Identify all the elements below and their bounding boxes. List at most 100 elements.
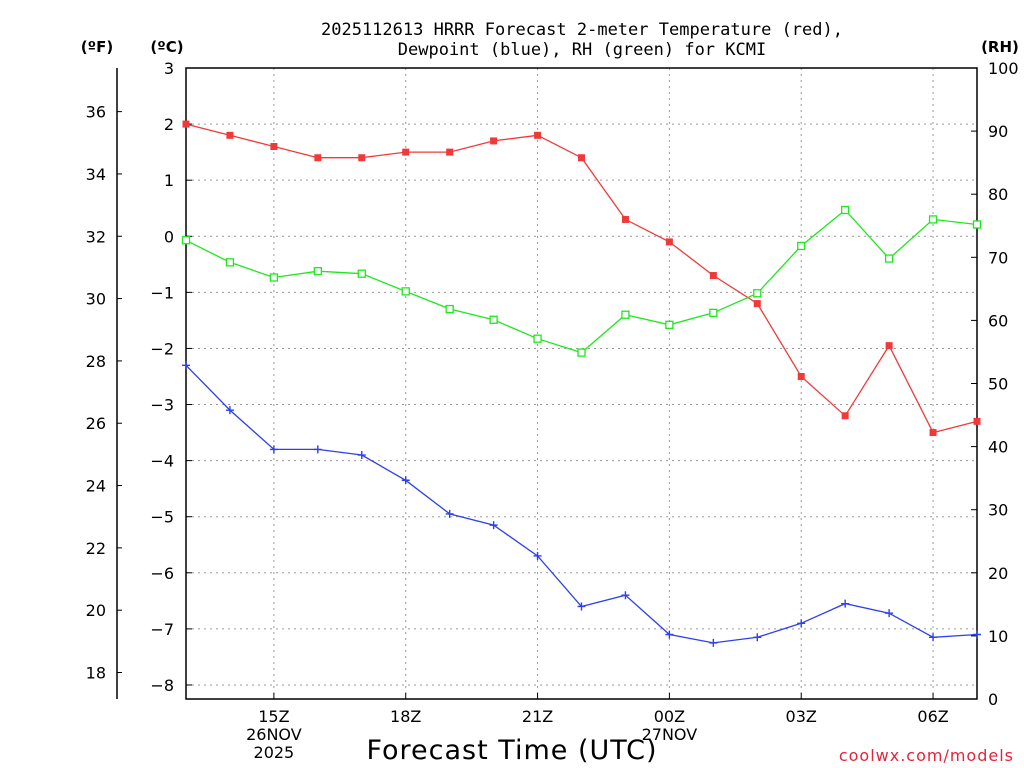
rh-point: [709, 308, 718, 317]
dewpoint-point: [753, 633, 762, 642]
fahrenheit-tick-label: 22: [86, 539, 106, 558]
rh-point: [884, 254, 894, 263]
dewpoint-point: [841, 599, 850, 608]
temperature-point: [490, 137, 498, 145]
dewpoint-point: [313, 445, 322, 454]
fahrenheit-tick-label: 30: [86, 290, 106, 309]
celsius-tick-label: −1: [150, 283, 174, 302]
temperature-point: [226, 131, 234, 139]
x-axis-label: Forecast Time (UTC): [366, 735, 657, 766]
series-layer: [181, 120, 982, 647]
celsius-tick-label: 2: [164, 115, 174, 134]
rh-point: [489, 315, 498, 324]
rh-point: [533, 334, 542, 343]
rh-tick-label: 60: [988, 311, 1008, 330]
rh-tick-label: 40: [988, 438, 1008, 457]
rh-point: [181, 236, 191, 245]
fahrenheit-tick-label: 24: [86, 477, 106, 496]
celsius-tick-label: 1: [164, 171, 174, 190]
temperature-point: [578, 154, 585, 162]
temperature-point: [402, 148, 410, 156]
fahrenheit-tick-label: 36: [86, 103, 106, 122]
celsius-tick-label: −5: [150, 508, 174, 527]
dewpoint-point: [929, 633, 938, 642]
dewpoint-point: [225, 406, 234, 415]
rh-point: [401, 287, 410, 296]
fahrenheit-tick-label: 20: [86, 601, 106, 620]
chart-title-line2: Dewpoint (blue), RH (green) for KCMI: [398, 40, 766, 60]
x-tick-label: 18Z: [390, 707, 421, 726]
temperature-point: [797, 372, 805, 380]
temperature-point: [753, 300, 761, 308]
fahrenheit-tick-label: 28: [86, 352, 106, 371]
celsius-tick-label: −4: [150, 452, 174, 471]
temperature-point: [314, 154, 322, 162]
dewpoint-point: [709, 638, 718, 647]
fahrenheit-tick-label: 26: [86, 414, 106, 433]
rh-point: [665, 320, 674, 329]
credit-text: coolwx.com/models: [839, 746, 1014, 765]
dewpoint-point: [357, 451, 366, 460]
x-tick-label: 27NOV: [642, 725, 698, 744]
celsius-tick-label: −6: [150, 564, 174, 583]
temperature-point: [841, 412, 849, 420]
dewpoint-point: [445, 509, 454, 518]
dewpoint-point: [577, 602, 586, 611]
dewpoint-point: [665, 630, 674, 639]
x-tick-label: 2025: [254, 743, 295, 762]
temperature-point: [358, 154, 366, 162]
x-tick-label: 03Z: [786, 707, 817, 726]
celsius-unit-label: (ºC): [150, 38, 183, 56]
rh-line: [185, 209, 978, 354]
temperature-line: [185, 123, 978, 434]
dewpoint-point: [489, 521, 498, 530]
temperature-point: [446, 148, 454, 156]
rh-point: [972, 220, 982, 229]
dewpoint-point: [269, 445, 278, 454]
temperature-point: [885, 342, 893, 350]
rh-point: [577, 348, 586, 357]
dewpoint-line: [185, 364, 978, 644]
rh-tick-label: 100: [988, 59, 1019, 78]
fahrenheit-unit-label: (ºF): [81, 38, 113, 56]
rh-point: [797, 241, 806, 251]
temperature-point: [973, 417, 981, 425]
dewpoint-point: [182, 361, 190, 370]
rh-point: [928, 215, 938, 224]
fahrenheit-tick-label: 18: [86, 664, 106, 683]
rh-tick-label: 90: [988, 122, 1008, 141]
rh-point: [269, 273, 279, 282]
rh-point: [313, 267, 322, 276]
rh-tick-label: 30: [988, 501, 1008, 520]
rh-tick-label: 80: [988, 185, 1008, 204]
rh-point: [445, 304, 454, 314]
celsius-tick-label: 3: [164, 59, 174, 78]
rh-tick-label: 50: [988, 375, 1008, 394]
fahrenheit-tick-label: 32: [86, 227, 106, 246]
axes-layer: 363432302826242220183210−1−2−3−4−5−6−7−8…: [86, 59, 1019, 709]
dewpoint-point: [885, 609, 894, 618]
x-tick-label: 06Z: [917, 707, 948, 726]
rh-tick-label: 20: [988, 564, 1008, 583]
dewpoint-point: [533, 551, 542, 560]
celsius-tick-label: −8: [150, 676, 174, 695]
dewpoint-point: [797, 619, 806, 628]
temperature-point: [621, 215, 629, 223]
x-tick-label: 00Z: [654, 707, 685, 726]
x-tick-label: 15Z: [258, 707, 289, 726]
dewpoint-point: [401, 476, 410, 485]
rh-tick-label: 10: [988, 627, 1008, 646]
rh-tick-label: 70: [988, 248, 1008, 267]
temperature-point: [929, 429, 937, 437]
rh-point: [621, 310, 630, 319]
rh-point: [225, 258, 235, 267]
rh-unit-label: (RH): [981, 38, 1019, 56]
rh-point: [841, 205, 850, 215]
celsius-tick-label: −7: [150, 620, 174, 639]
x-tick-label: 26NOV: [246, 725, 302, 744]
rh-tick-label: 0: [988, 690, 998, 709]
temperature-point: [270, 143, 278, 151]
chart-title-line1: 2025112613 HRRR Forecast 2-meter Tempera…: [321, 20, 843, 40]
x-tick-label: 21Z: [522, 707, 553, 726]
